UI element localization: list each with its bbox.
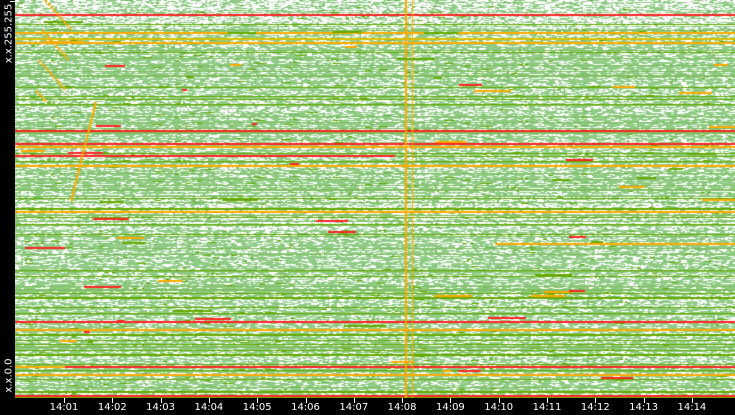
x-tick-label: 14:13 [629, 402, 658, 413]
x-tick [208, 398, 210, 403]
x-tick [498, 398, 500, 403]
x-tick-label: 14:10 [484, 402, 514, 413]
x-tick-label: 14:01 [49, 402, 79, 413]
y-tick-top [10, 1, 15, 2]
x-tick-label: 14:06 [291, 402, 320, 413]
x-tick-label: 14:04 [194, 402, 224, 413]
x-tick [402, 398, 404, 403]
x-tick [353, 398, 355, 403]
x-tick [595, 398, 597, 403]
x-tick-label: 14:14 [677, 402, 707, 413]
x-tick-label: 14:02 [97, 402, 127, 413]
y-axis: x.x.255.255 x.x.0.0 [0, 0, 15, 399]
x-tick [64, 398, 65, 403]
x-tick-label: 14:08 [387, 402, 417, 413]
x-tick-label: 14:12 [580, 402, 610, 413]
x-tick [112, 398, 114, 403]
x-tick-label: 14:05 [242, 402, 272, 413]
x-tick-label: 14:07 [339, 402, 369, 413]
x-tick [643, 398, 645, 403]
heatmap-canvas [15, 0, 735, 398]
y-tick-label-top: x.x.255.255 [3, 3, 15, 64]
x-tick [305, 398, 307, 403]
x-tick-label: 14:03 [146, 402, 175, 413]
x-tick-label: 14:09 [435, 402, 465, 413]
x-tick [160, 398, 162, 403]
x-tick [691, 398, 693, 403]
x-tick [257, 398, 259, 403]
x-tick [450, 398, 452, 403]
x-tick-label: 14:11 [532, 402, 562, 413]
x-tick [547, 398, 548, 403]
x-axis: 14:01 14:02 14:03 14:04 14:05 14:06 14:07 14:08… [0, 398, 735, 415]
